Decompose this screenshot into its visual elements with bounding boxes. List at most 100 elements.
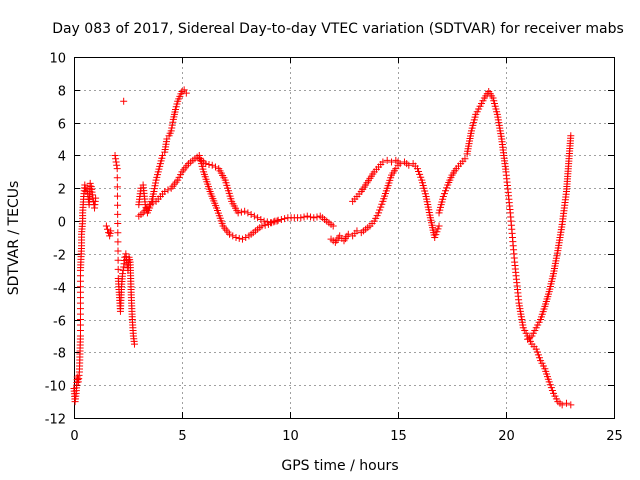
chart-title: Day 083 of 2017, Sidereal Day-to-day VTE… [52,21,624,37]
data-point [307,213,315,221]
data-point [313,213,321,221]
y-axis-label: SDTVAR / TECUs [6,181,22,296]
data-point [202,160,210,168]
y-tick-label: -12 [45,413,66,428]
series-seg8 [327,161,402,246]
data-point [164,186,172,194]
data-point [443,184,451,192]
data-point [113,192,121,200]
data-point [260,217,268,225]
data-point [151,182,159,190]
data-point [244,209,252,217]
series-seg2 [102,222,115,240]
x-tick-label: 25 [606,429,623,444]
data-point [120,97,128,105]
data-point [130,340,138,348]
y-tick-label: 4 [58,150,66,165]
data-point [562,399,570,407]
data-point [114,210,122,218]
y-tick-label: 6 [58,118,66,133]
data-point [274,216,282,224]
data-point [442,187,450,195]
data-point [435,222,443,230]
ticks [74,57,615,419]
data-point [150,188,158,196]
data-point [439,192,447,200]
data-point [234,209,242,217]
y-tick-label: -6 [53,315,66,330]
data-point [376,206,384,214]
data-point [102,222,110,230]
data-point [92,194,100,202]
data-point [107,227,115,235]
data-point [257,215,265,223]
data-point [297,214,305,222]
data-point [152,179,160,187]
data-point [229,232,237,240]
series-seg3 [111,151,138,348]
data-point [111,151,119,159]
series-seg11 [463,87,575,409]
y-tick-label: 10 [49,52,66,67]
data-point [379,158,387,166]
data-point [267,219,275,227]
data-point [534,351,542,359]
data-point [169,118,177,126]
data-point [241,207,249,215]
series-seg1 [70,179,100,406]
data-point [119,270,127,278]
data-point [112,155,120,163]
series-seg9 [349,156,443,241]
data-point [375,209,383,217]
data-point [383,156,391,164]
data-point [329,222,337,230]
x-tick-label: 20 [498,429,515,444]
data-point [113,165,121,173]
data-point [416,170,424,178]
data-point [433,228,441,236]
data-point [113,161,121,169]
data-point [558,401,566,409]
data-point [167,127,175,135]
data-point [168,121,176,129]
series-seg12 [524,132,575,343]
data-point [238,235,246,243]
data-point [281,215,289,223]
data-point [432,231,440,239]
data-point [114,238,122,246]
data-point [161,188,169,196]
data-point [273,217,281,225]
data-point [270,218,278,226]
data-point [86,179,94,187]
data-point [533,348,541,356]
x-tick-label: 10 [282,429,299,444]
data-point [211,163,219,171]
data-point [150,185,158,193]
series-seg10 [435,155,469,217]
data-point [417,173,425,181]
data-point [146,201,154,209]
data-point [254,214,262,222]
x-tick-label: 0 [70,429,78,444]
data-point [548,387,556,395]
plot-frame [74,57,615,419]
data-point [114,256,122,264]
tick-labels: 0 5 10 15 20 25 -12 -10 -8 -6 -4 -2 0 2 4 6 8 10 [45,52,623,445]
data-point [149,199,157,207]
series-seg6 [135,151,337,243]
data-point [388,158,396,166]
data-point [208,161,216,169]
data-point [396,160,404,168]
data-point [263,218,271,226]
data-point [247,211,255,219]
x-tick-label: 15 [390,429,407,444]
data-point [440,190,448,198]
data-points [70,86,575,409]
y-tick-label: 2 [58,183,66,198]
data-point [258,222,266,230]
data-point [88,191,96,199]
data-point [103,225,111,233]
y-tick-label: -8 [53,347,66,362]
data-point [405,161,413,169]
